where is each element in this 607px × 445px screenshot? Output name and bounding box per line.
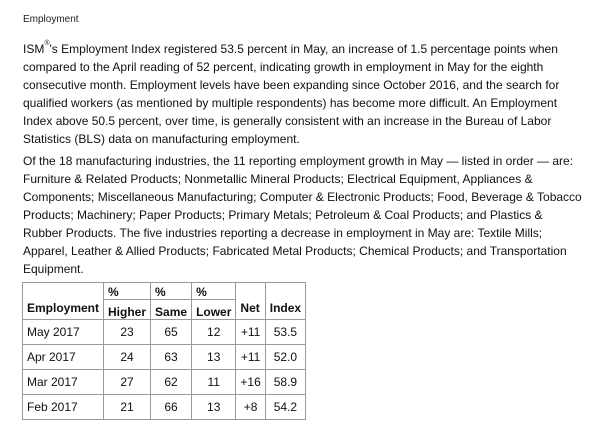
registered-mark: ® [44, 40, 50, 47]
cell-higher: 24 [103, 344, 152, 370]
cell-index: 53.5 [264, 319, 307, 345]
cell-same: 62 [150, 369, 193, 395]
header-percent-lower: % [191, 282, 237, 300]
header-same: Same [150, 299, 193, 320]
cell-index: 54.2 [264, 394, 307, 420]
header-higher: Higher [103, 299, 152, 320]
cell-net: +16 [235, 369, 266, 395]
cell-net: +11 [235, 344, 266, 370]
table-row: Mar 2017 27 62 11 +16 58.9 [21, 369, 307, 395]
cell-same: 65 [150, 319, 193, 345]
header-index: Index [264, 282, 307, 320]
header-percent-higher: % [103, 282, 152, 300]
header-percent-same: % [150, 282, 193, 300]
table-row: Feb 2017 21 66 13 +8 54.2 [21, 394, 307, 420]
employment-index-paragraph: ISM®'s Employment Index registered 53.5 … [23, 40, 583, 148]
paragraph-body: 's Employment Index registered 53.5 perc… [23, 42, 560, 146]
cell-month: Feb 2017 [21, 394, 105, 420]
section-heading: Employment [23, 14, 79, 25]
table-row: Apr 2017 24 63 13 +11 52.0 [21, 344, 307, 370]
cell-lower: 13 [191, 394, 237, 420]
cell-same: 63 [150, 344, 193, 370]
employment-table: Employment % % % Net Index Higher Same L… [21, 282, 307, 420]
table-header-row-top: Employment % % % Net Index [21, 282, 307, 320]
cell-same: 66 [150, 394, 193, 420]
cell-index: 52.0 [264, 344, 307, 370]
cell-net: +8 [235, 394, 266, 420]
header-net: Net [235, 282, 266, 320]
cell-net: +11 [235, 319, 266, 345]
cell-higher: 23 [103, 319, 152, 345]
cell-higher: 27 [103, 369, 152, 395]
cell-lower: 13 [191, 344, 237, 370]
cell-lower: 11 [191, 369, 237, 395]
ism-name: ISM [23, 42, 45, 56]
cell-index: 58.9 [264, 369, 307, 395]
cell-month: May 2017 [21, 319, 105, 345]
cell-higher: 21 [103, 394, 152, 420]
industries-paragraph: Of the 18 manufacturing industries, the … [23, 154, 582, 276]
cell-lower: 12 [191, 319, 237, 345]
cell-month: Apr 2017 [21, 344, 105, 370]
header-lower: Lower [191, 299, 237, 320]
table-header-row-bottom: Higher Same Lower [23, 299, 306, 320]
cell-month: Mar 2017 [21, 369, 105, 395]
header-employment: Employment [21, 282, 105, 320]
table-row: May 2017 23 65 12 +11 53.5 [21, 319, 307, 345]
